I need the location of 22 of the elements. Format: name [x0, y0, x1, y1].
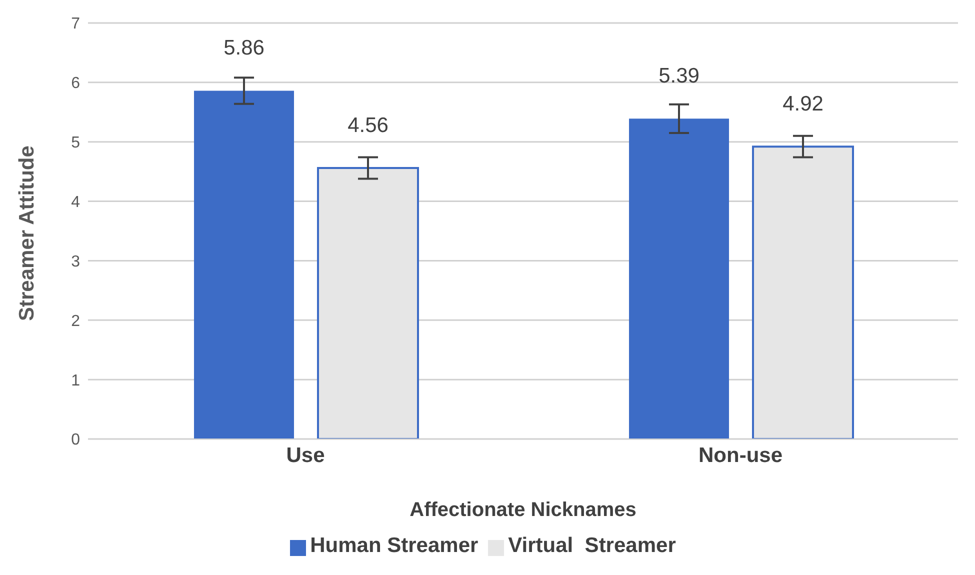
y-tick-label: 3 [71, 253, 80, 270]
y-tick-label: 6 [71, 75, 80, 92]
bar [629, 118, 729, 439]
y-tick-label: 4 [71, 194, 80, 211]
y-tick-label: 2 [71, 312, 80, 330]
y-axis-title: Streamer Attitude [15, 146, 38, 321]
y-tick-label: 5 [71, 134, 80, 152]
data-label: 5.86 [224, 36, 264, 60]
bar [317, 167, 419, 439]
x-tick-label: Non-use [698, 444, 782, 467]
data-label: 4.92 [782, 92, 824, 116]
bar [752, 146, 854, 439]
x-axis-title: Affectionate Nicknames [410, 499, 636, 521]
y-tick-label: 1 [71, 372, 80, 390]
legend-label: Human Streamer [310, 534, 478, 557]
x-tick-label: Use [286, 444, 325, 467]
bar [194, 90, 294, 439]
y-tick-label: 7 [71, 16, 80, 33]
data-label: 5.39 [658, 64, 700, 88]
data-label: 4.56 [348, 114, 388, 138]
y-tick-label: 0 [71, 432, 80, 449]
legend-label: Virtual Streamer [508, 534, 676, 557]
